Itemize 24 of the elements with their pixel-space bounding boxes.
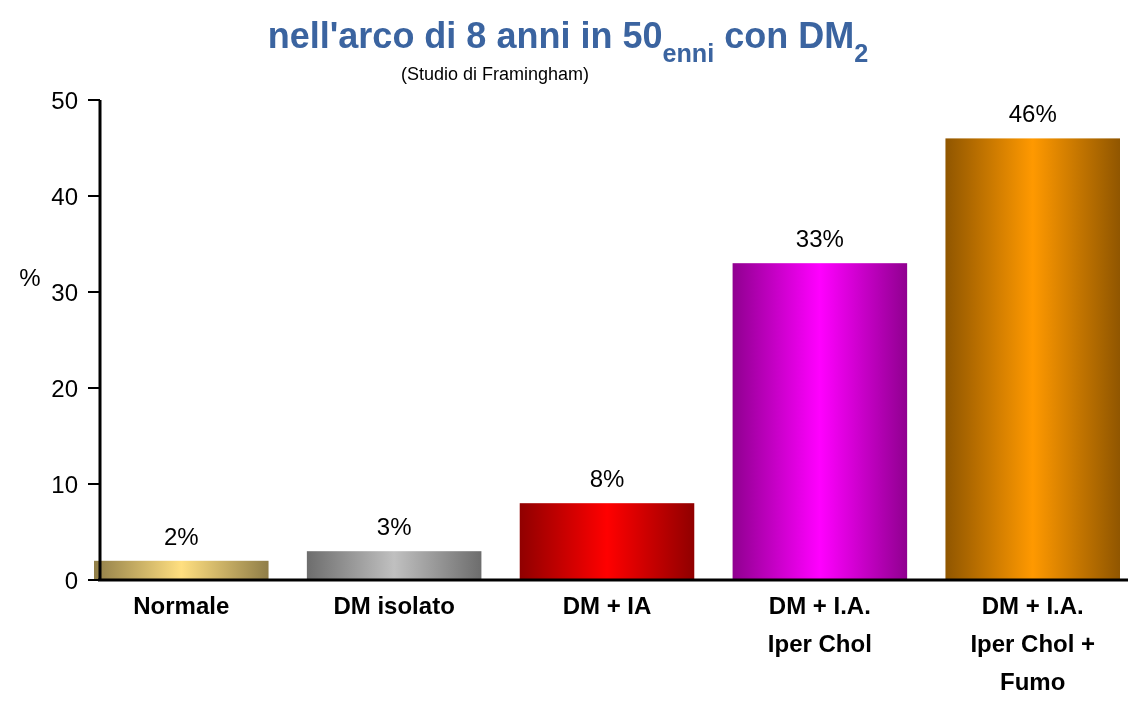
data-label: 3% [376,513,412,541]
x-tick-label: DM isolato [333,592,455,619]
data-label: 2% [163,522,199,550]
bar [732,263,908,580]
x-tick-label: Normale [133,592,230,619]
y-tick-label: 30 [51,279,78,307]
chart-subtitle: (Studio di Framingham) [400,64,590,84]
bar [94,560,269,580]
y-tick-label: 50 [51,87,78,115]
x-tick-label: DM + IA [562,592,652,619]
bar [306,551,482,580]
data-label: 46% [1008,100,1057,128]
y-tick-label: 20 [51,375,78,403]
y-axis-title: % [19,264,41,292]
x-tick-label: DM + I.A. Iper Chol [767,592,872,657]
bar [945,138,1120,580]
data-label: 33% [795,225,844,253]
x-tick-label: DM + I.A. Iper Chol + Fumo [970,592,1096,695]
y-tick-label: 40 [51,183,78,211]
data-label: 8% [589,465,625,493]
bar [519,503,695,580]
y-tick-label: 10 [51,471,78,499]
y-tick-label: 0 [64,567,78,595]
chart-title: nell'arco di 8 anni in 50$_{enni}$ con DM$_{2}$ [267,15,869,67]
